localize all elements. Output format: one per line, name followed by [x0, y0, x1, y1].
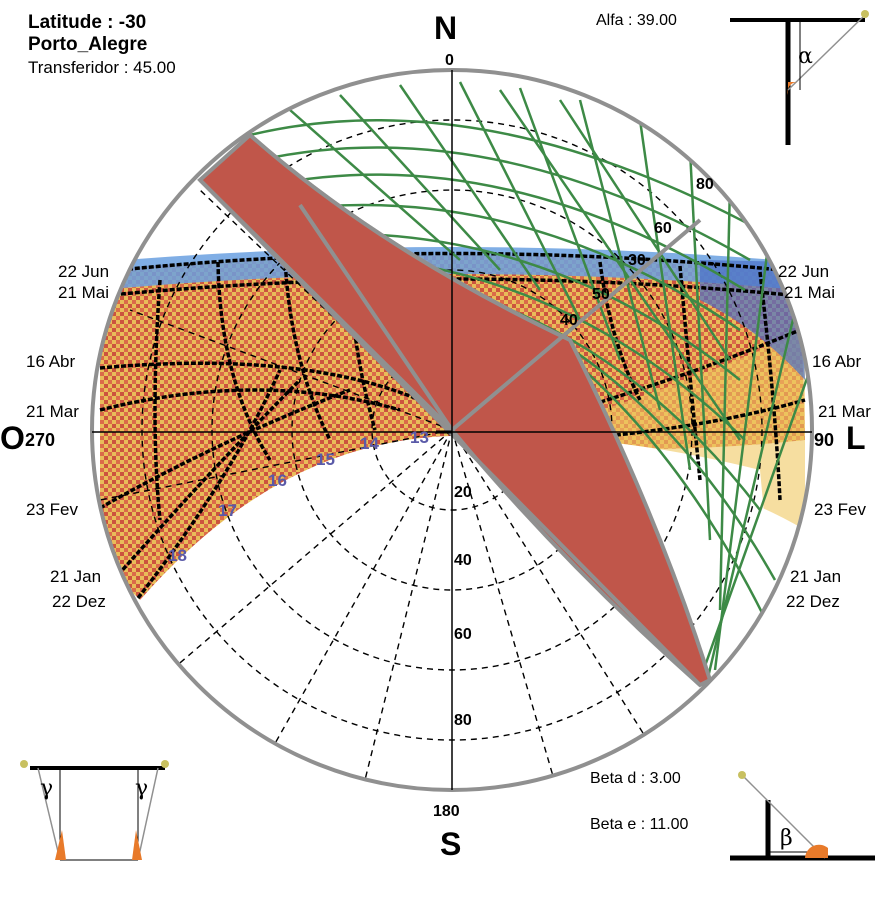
date-right-dez: 22 Dez [786, 592, 840, 611]
alfa-label: Alfa : 39.00 [596, 12, 677, 29]
protractor-80: 80 [696, 176, 714, 193]
shading-mask [197, 132, 713, 688]
date-right-fev: 23 Fev [814, 500, 866, 519]
beta-e-label: Beta e : 11.00 [590, 816, 689, 833]
altitude-20: 20 [454, 484, 472, 501]
protractor-50: 50 [592, 286, 610, 303]
date-left-fev: 23 Fev [26, 500, 78, 519]
beta-symbol: β [780, 826, 793, 851]
altitude-80: 80 [454, 712, 472, 729]
west-degree: 270 [25, 430, 56, 450]
north-label: N [434, 10, 458, 46]
south-label: S [440, 826, 462, 862]
date-left-mar: 21 Mar [26, 402, 79, 421]
hour-14: 14 [360, 434, 379, 453]
beta-d-label: Beta d : 3.00 [590, 770, 681, 787]
gamma-symbol-right: γ [135, 776, 149, 801]
east-label: L [846, 420, 866, 456]
hour-15: 15 [316, 450, 335, 469]
altitude-40: 40 [454, 552, 472, 569]
hour-17: 17 [218, 501, 237, 520]
date-right-mai: 21 Mai [784, 283, 836, 302]
hour-13: 13 [410, 428, 429, 447]
altitude-60: 60 [454, 626, 472, 643]
gamma-symbol-left: γ [40, 776, 54, 801]
city-label: Porto_Alegre [28, 34, 148, 55]
north-degree: 0 [445, 52, 454, 69]
alpha-symbol: α [798, 44, 813, 69]
date-right-jan: 21 Jan [790, 567, 842, 586]
gamma-angle-icon [20, 760, 169, 861]
protractor-30: 30 [628, 252, 646, 269]
alpha-angle-icon [730, 10, 869, 145]
date-left-mai: 21 Mai [58, 283, 110, 302]
west-label: O [0, 420, 25, 456]
hour-16: 16 [268, 471, 287, 490]
east-degree: 90 [814, 430, 835, 450]
protractor-60: 60 [654, 220, 672, 237]
south-degree: 180 [433, 803, 460, 820]
hour-18: 18 [168, 546, 187, 565]
date-right-mar: 21 Mar [818, 402, 871, 421]
date-left-jan: 21 Jan [50, 567, 102, 586]
date-right-jun: 22 Jun [778, 262, 830, 281]
date-left-jun: 22 Jun [58, 262, 110, 281]
transferidor-label: Transferidor : 45.00 [28, 58, 176, 77]
latitude-label: Latitude : -30 [28, 12, 147, 33]
beta-angle-icon [730, 771, 875, 861]
date-left-dez: 22 Dez [52, 592, 106, 611]
protractor-40: 40 [560, 312, 578, 329]
date-right-abr: 16 Abr [812, 352, 862, 371]
date-left-abr: 16 Abr [26, 352, 76, 371]
